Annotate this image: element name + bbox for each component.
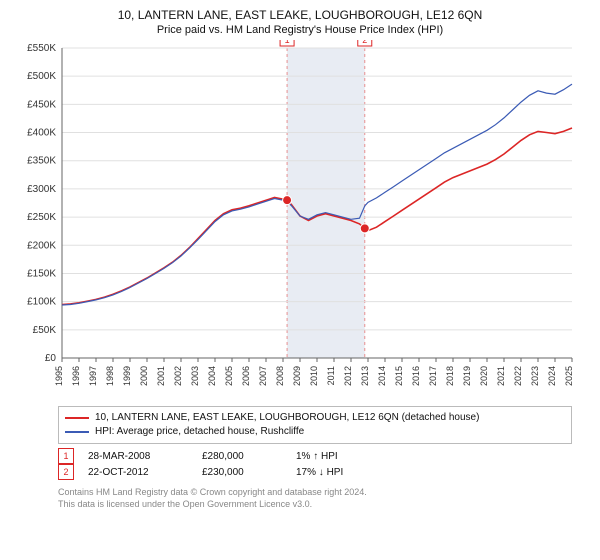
- event-delta: 1% ↑ HPI: [296, 451, 376, 462]
- svg-text:2: 2: [362, 40, 367, 45]
- svg-text:2024: 2024: [547, 366, 557, 386]
- price-chart: £0 £50K £100K £150K £200K £250K £300K £350K £400…: [14, 40, 586, 400]
- legend-label: 10, LANTERN LANE, EAST LEAKE, LOUGHBOROU…: [95, 411, 479, 425]
- svg-text:£50K: £50K: [33, 325, 57, 336]
- event-price: £280,000: [202, 451, 282, 462]
- svg-text:£200K: £200K: [27, 240, 56, 251]
- svg-text:2004: 2004: [207, 366, 217, 386]
- svg-text:£250K: £250K: [27, 212, 56, 223]
- svg-text:1: 1: [285, 40, 290, 45]
- svg-text:2002: 2002: [173, 366, 183, 386]
- svg-text:2005: 2005: [224, 366, 234, 386]
- svg-text:2018: 2018: [445, 366, 455, 386]
- svg-text:£400K: £400K: [27, 128, 56, 139]
- footer-line: This data is licensed under the Open Gov…: [58, 498, 572, 510]
- page-title: 10, LANTERN LANE, EAST LEAKE, LOUGHBOROU…: [10, 8, 590, 22]
- svg-text:2012: 2012: [343, 366, 353, 386]
- svg-text:2003: 2003: [190, 366, 200, 386]
- legend-label: HPI: Average price, detached house, Rush…: [95, 425, 304, 439]
- svg-text:2013: 2013: [360, 366, 370, 386]
- svg-text:2011: 2011: [326, 366, 336, 385]
- svg-text:2017: 2017: [428, 366, 438, 386]
- svg-text:1997: 1997: [88, 366, 98, 386]
- svg-text:£350K: £350K: [27, 156, 56, 167]
- event-row: 2 22-OCT-2012 £230,000 17% ↓ HPI: [58, 464, 572, 480]
- footer: Contains HM Land Registry data © Crown c…: [58, 486, 572, 510]
- legend-swatch: [65, 417, 89, 419]
- event-badge: 1: [58, 448, 74, 464]
- svg-text:2016: 2016: [411, 366, 421, 386]
- legend-row: HPI: Average price, detached house, Rush…: [65, 425, 565, 439]
- svg-text:2006: 2006: [241, 366, 251, 386]
- footer-line: Contains HM Land Registry data © Crown c…: [58, 486, 572, 498]
- svg-text:2015: 2015: [394, 366, 404, 386]
- events-table: 1 28-MAR-2008 £280,000 1% ↑ HPI 2 22-OCT…: [58, 448, 572, 480]
- svg-text:2014: 2014: [377, 366, 387, 386]
- event-date: 28-MAR-2008: [88, 451, 188, 462]
- svg-text:£100K: £100K: [27, 297, 56, 308]
- event-delta: 17% ↓ HPI: [296, 467, 376, 478]
- svg-text:£0: £0: [45, 353, 57, 364]
- event-row: 1 28-MAR-2008 £280,000 1% ↑ HPI: [58, 448, 572, 464]
- svg-text:1996: 1996: [71, 366, 81, 386]
- svg-text:2007: 2007: [258, 366, 268, 386]
- svg-text:2025: 2025: [564, 366, 574, 386]
- legend-swatch: [65, 431, 89, 433]
- svg-text:2010: 2010: [309, 366, 319, 386]
- svg-text:1999: 1999: [122, 366, 132, 386]
- svg-text:2019: 2019: [462, 366, 472, 386]
- svg-text:2000: 2000: [139, 366, 149, 386]
- svg-text:2022: 2022: [513, 366, 523, 386]
- svg-text:2021: 2021: [496, 366, 506, 386]
- svg-text:£450K: £450K: [27, 99, 56, 110]
- event-date: 22-OCT-2012: [88, 467, 188, 478]
- svg-text:2009: 2009: [292, 366, 302, 386]
- svg-text:£150K: £150K: [27, 268, 56, 279]
- svg-text:1998: 1998: [105, 366, 115, 386]
- svg-text:2008: 2008: [275, 366, 285, 386]
- legend: 10, LANTERN LANE, EAST LEAKE, LOUGHBOROU…: [58, 406, 572, 444]
- svg-text:£550K: £550K: [27, 43, 56, 54]
- svg-text:£300K: £300K: [27, 184, 56, 195]
- chart-svg: £0 £50K £100K £150K £200K £250K £300K £350K £400…: [14, 40, 586, 400]
- event-badge: 2: [58, 464, 74, 480]
- svg-text:1995: 1995: [54, 366, 64, 386]
- svg-text:2020: 2020: [479, 366, 489, 386]
- svg-text:£500K: £500K: [27, 71, 56, 82]
- legend-row: 10, LANTERN LANE, EAST LEAKE, LOUGHBOROU…: [65, 411, 565, 425]
- svg-text:2023: 2023: [530, 366, 540, 386]
- page-subtitle: Price paid vs. HM Land Registry's House …: [10, 24, 590, 36]
- event-price: £230,000: [202, 467, 282, 478]
- svg-text:2001: 2001: [156, 366, 166, 386]
